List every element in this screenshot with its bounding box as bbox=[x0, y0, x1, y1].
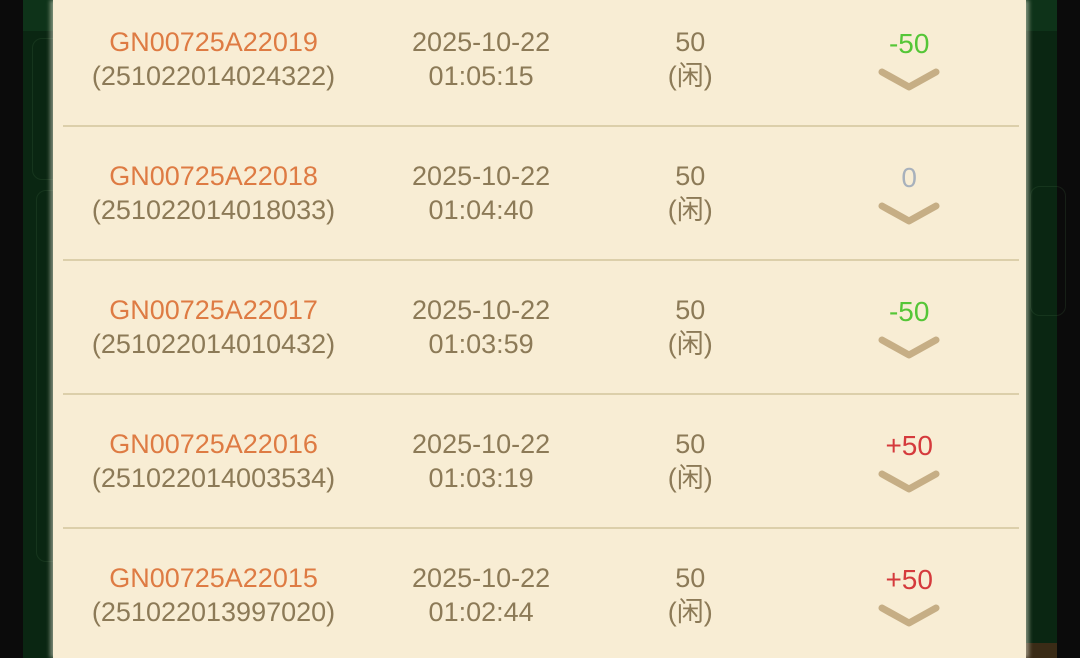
record-row[interactable]: GN00725A22016 (251022014003534) 2025-10-… bbox=[53, 393, 1026, 528]
game-id: GN00725A22018 bbox=[109, 161, 318, 191]
game-id: GN00725A22015 bbox=[109, 563, 318, 593]
record-date: 2025-10-22 bbox=[412, 429, 551, 459]
bet-amount: 50 bbox=[675, 161, 706, 191]
bet-target: (闲) bbox=[667, 329, 713, 359]
background-shape bbox=[1030, 186, 1066, 316]
background-felt-left bbox=[23, 0, 53, 658]
record-time: 01:05:15 bbox=[428, 61, 534, 91]
record-date: 2025-10-22 bbox=[412, 563, 551, 593]
result-value: -50 bbox=[888, 295, 930, 327]
bet-target: (闲) bbox=[667, 61, 713, 91]
record-time: 01:02:44 bbox=[428, 597, 534, 627]
bet-target: (闲) bbox=[667, 463, 713, 493]
chevron-down-icon[interactable] bbox=[877, 202, 941, 226]
record-row[interactable]: GN00725A22017 (251022014010432) 2025-10-… bbox=[53, 259, 1026, 394]
record-time: 01:04:40 bbox=[428, 195, 534, 225]
bet-target: (闲) bbox=[667, 597, 713, 627]
bet-target: (闲) bbox=[667, 195, 713, 225]
record-time: 01:03:59 bbox=[428, 329, 534, 359]
record-list: GN00725A22019 (251022014024322) 2025-10-… bbox=[53, 0, 1026, 658]
background-shape bbox=[1026, 0, 1057, 31]
result-value: -50 bbox=[888, 27, 930, 59]
background-shape bbox=[1026, 643, 1057, 658]
chevron-down-icon[interactable] bbox=[877, 68, 941, 92]
game-id: GN00725A22016 bbox=[109, 429, 318, 459]
chevron-down-icon[interactable] bbox=[877, 604, 941, 628]
record-time: 01:03:19 bbox=[428, 463, 534, 493]
game-id: GN00725A22017 bbox=[109, 295, 318, 325]
chevron-down-icon[interactable] bbox=[877, 336, 941, 360]
record-date: 2025-10-22 bbox=[412, 27, 551, 57]
bet-amount: 50 bbox=[675, 563, 706, 593]
result-value: +50 bbox=[885, 563, 933, 595]
record-date: 2025-10-22 bbox=[412, 161, 551, 191]
record-row[interactable]: GN00725A22019 (251022014024322) 2025-10-… bbox=[53, 0, 1026, 126]
serial-number: (251022014018033) bbox=[91, 195, 336, 225]
bet-amount: 50 bbox=[675, 295, 706, 325]
bet-amount: 50 bbox=[675, 429, 706, 459]
serial-number: (251022014003534) bbox=[91, 463, 336, 493]
serial-number: (251022014010432) bbox=[91, 329, 336, 359]
serial-number: (251022013997020) bbox=[91, 597, 336, 627]
record-date: 2025-10-22 bbox=[412, 295, 551, 325]
game-id: GN00725A22019 bbox=[109, 27, 318, 57]
bet-history-panel: GN00725A22019 (251022014024322) 2025-10-… bbox=[53, 0, 1026, 658]
bet-amount: 50 bbox=[675, 27, 706, 57]
serial-number: (251022014024322) bbox=[91, 61, 336, 91]
record-row[interactable]: GN00725A22015 (251022013997020) 2025-10-… bbox=[53, 527, 1026, 658]
result-value: 0 bbox=[901, 161, 917, 193]
chevron-down-icon[interactable] bbox=[877, 470, 941, 494]
background-felt-right bbox=[1026, 0, 1057, 658]
background-shape bbox=[23, 0, 53, 31]
record-row[interactable]: GN00725A22018 (251022014018033) 2025-10-… bbox=[53, 125, 1026, 260]
result-value: +50 bbox=[885, 429, 933, 461]
